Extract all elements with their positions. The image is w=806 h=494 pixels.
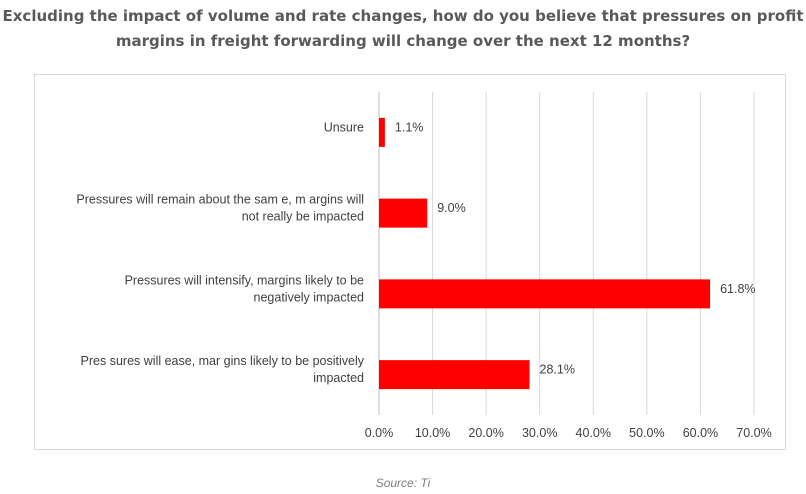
bar-1 (379, 198, 428, 228)
bar-3 (379, 360, 530, 390)
value-label-1: 9.0% (437, 201, 466, 215)
x-tick-label-3: 30.0% (522, 426, 557, 440)
category-labels: Unsure Pressures will remain about the sa… (76, 120, 364, 385)
chart-title-line-2: margins in freight forwarding will chang… (115, 32, 691, 50)
chart-title-line-1: Excluding the impact of volume and rate … (2, 7, 804, 25)
x-tick-label-4: 40.0% (576, 426, 611, 440)
category-label-0-line-0: Unsure (324, 120, 364, 134)
chart-title: Excluding the impact of volume and rate … (0, 4, 806, 54)
bar-0 (379, 117, 385, 147)
value-label-0: 1.1% (395, 120, 424, 134)
category-label-2: Pressures will intensify, margins likely… (125, 273, 364, 304)
value-labels: 1.1% 9.0% 61.8% 28.1% (395, 120, 756, 376)
x-tick-label-1: 10.0% (415, 426, 450, 440)
x-tick-label-5: 50.0% (629, 426, 664, 440)
value-label-2: 61.8% (720, 282, 755, 296)
x-tick-label-0: 0.0% (365, 426, 394, 440)
category-label-1-line-0: Pressures will remain about the sam e, m… (76, 193, 364, 207)
category-label-3-line-0: Pres sures will ease, mar gins likely to… (81, 354, 365, 368)
category-label-1: Pressures will remain about the sam e, m… (76, 193, 364, 224)
category-label-2-line-1: negatively impacted (254, 290, 365, 304)
category-label-3: Pres sures will ease, mar gins likely to… (81, 354, 365, 385)
x-tick-label-2: 20.0% (468, 426, 503, 440)
x-axis-tick-labels: 0.0% 10.0% 20.0% 30.0% 40.0% 50.0% 60.0% 70.0% (365, 426, 772, 440)
category-label-3-line-1: impacted (313, 371, 364, 385)
source-caption: Source: Ti (375, 476, 431, 490)
x-tick-label-7: 70.0% (736, 426, 771, 440)
category-label-2-line-0: Pressures will intensify, margins likely… (125, 273, 364, 287)
category-label-0: Unsure (324, 120, 364, 134)
bars (379, 117, 711, 390)
category-label-1-line-1: not really be impacted (242, 210, 364, 224)
x-tick-label-6: 60.0% (683, 426, 718, 440)
value-label-3: 28.1% (540, 363, 575, 377)
bar-2 (379, 279, 711, 309)
